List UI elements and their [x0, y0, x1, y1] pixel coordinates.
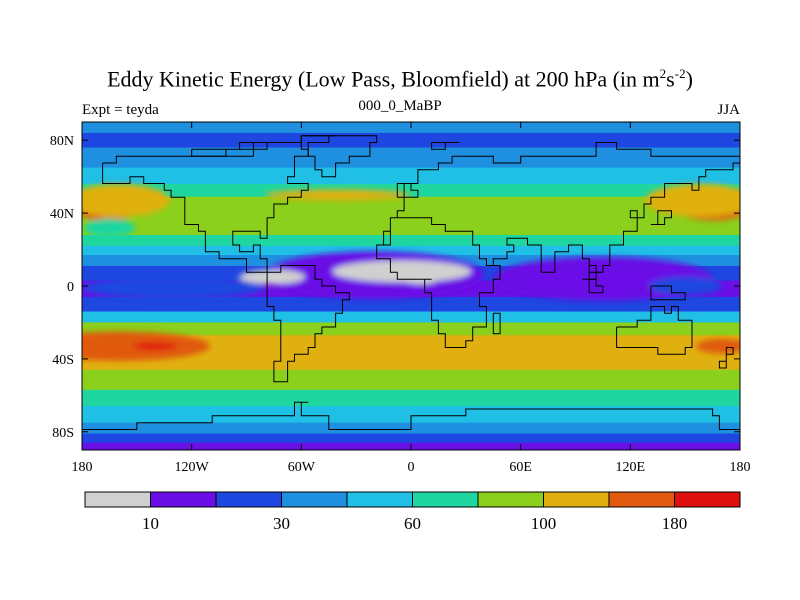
band-16	[82, 389, 740, 407]
coastline-africa-eurasia	[376, 142, 740, 348]
colorbar-box-8	[608, 491, 675, 508]
colorbar-box-1	[150, 491, 217, 508]
x-tick-label: 120E	[616, 460, 646, 475]
coastline-madagascar	[492, 312, 501, 335]
band-3	[82, 167, 740, 185]
band-5	[82, 196, 740, 236]
band-12	[82, 311, 740, 324]
plot-title: Eddy Kinetic Energy (Low Pass, Bloomfiel…	[107, 66, 693, 92]
band-11	[82, 296, 740, 313]
colorbar-box-9	[674, 491, 741, 508]
season-label: JJA	[717, 102, 740, 118]
blob-12	[239, 269, 305, 285]
band-13	[82, 322, 740, 336]
coastline-arctic-islands	[191, 142, 268, 157]
band-7	[82, 245, 740, 256]
band-19	[82, 433, 740, 444]
y-tick-label: 40N	[50, 207, 74, 222]
colorbar-box-6	[477, 491, 544, 508]
energy-maxima	[82, 183, 740, 361]
y-axis: 80N 40N 0 40S 80S	[50, 134, 740, 441]
blob-4	[83, 218, 136, 237]
coastline-new-zealand	[718, 347, 734, 369]
colorbar-label: 10	[142, 514, 159, 533]
colorbar-label: 60	[404, 514, 421, 533]
band-17	[82, 406, 740, 424]
band-6	[82, 234, 740, 247]
coastline-greenland	[300, 135, 378, 178]
period-label: 000_0_MaBP	[358, 98, 442, 114]
coastline-south-america	[266, 265, 350, 383]
colorbar-box-3	[281, 491, 348, 508]
y-tick-label: 80S	[52, 426, 74, 441]
band-1	[82, 132, 740, 149]
map-plot-area	[82, 122, 740, 450]
experiment-label: Expt = teyda	[82, 102, 159, 118]
blob-15	[264, 189, 411, 201]
colorbar-box-7	[543, 491, 610, 508]
colorbar-label: 30	[273, 514, 290, 533]
colorbar: 10 30 60 100 180	[84, 491, 741, 533]
coastlines	[82, 135, 740, 430]
colorbar-box-0	[84, 491, 151, 508]
colorbar-label: 180	[662, 514, 688, 533]
band-2	[82, 147, 740, 169]
x-tick-label: 120W	[175, 460, 210, 475]
coastline-new-guinea	[650, 285, 686, 301]
blob-6	[133, 342, 178, 350]
coastline-antarctica	[82, 401, 740, 430]
coastline-borneo-sumatra	[582, 278, 604, 294]
y-tick-label: 80N	[50, 134, 74, 149]
coastline-svalbard	[431, 142, 459, 150]
y-tick-label: 0	[67, 280, 74, 295]
colorbar-box-5	[412, 491, 479, 508]
blob-3	[644, 183, 740, 217]
band-15	[82, 369, 740, 391]
x-tick-label: 60W	[288, 460, 316, 475]
colorbar-label: 100	[531, 514, 557, 533]
x-tick-label: 180	[72, 460, 93, 475]
x-tick-label: 180	[730, 460, 751, 475]
x-tick-label: 0	[408, 460, 415, 475]
coastline-british-isles	[396, 183, 419, 198]
x-axis: 180 120W 60W 0 60E 120E 180	[72, 122, 751, 475]
y-tick-label: 40S	[52, 353, 74, 368]
blob-2	[82, 183, 170, 217]
coastline-australia	[616, 306, 693, 355]
colorbar-box-2	[215, 491, 282, 508]
blob-14	[648, 276, 722, 296]
coastline-japan	[650, 210, 672, 225]
x-tick-label: 60E	[509, 460, 532, 475]
blob-7	[696, 338, 740, 354]
blob-10	[82, 276, 265, 299]
colorbar-box-4	[346, 491, 413, 508]
